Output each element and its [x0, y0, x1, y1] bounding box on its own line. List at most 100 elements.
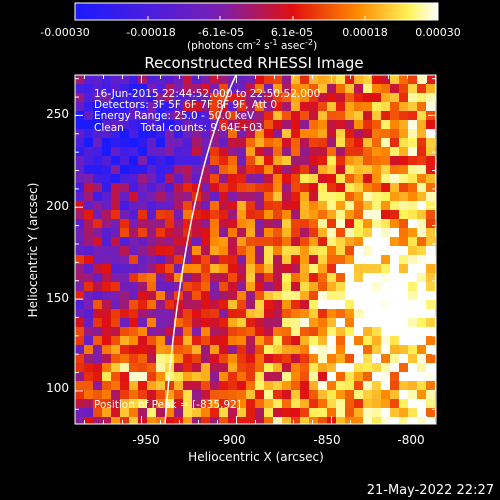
heatmap-cell — [210, 399, 220, 409]
heatmap-cell — [336, 219, 346, 229]
heatmap-cell — [219, 183, 229, 193]
heatmap-cell — [147, 138, 157, 148]
heatmap-cell — [129, 138, 139, 148]
heatmap-cell — [300, 237, 310, 247]
heatmap-cell — [300, 228, 310, 238]
heatmap-cell — [255, 318, 265, 328]
heatmap-cell — [219, 75, 229, 85]
heatmap-cell — [138, 174, 148, 184]
heatmap-cell — [426, 201, 436, 211]
heatmap-cell — [237, 309, 247, 319]
heatmap-cell — [291, 219, 301, 229]
heatmap-cell — [192, 210, 202, 220]
heatmap-cell — [363, 102, 373, 112]
heatmap-cell — [228, 309, 238, 319]
heatmap-cell — [255, 363, 265, 373]
heatmap-cell — [111, 93, 121, 103]
heatmap-cell — [102, 129, 112, 139]
heatmap-cell — [93, 138, 103, 148]
heatmap-cell — [147, 354, 157, 364]
heatmap-cell — [273, 354, 283, 364]
heatmap-cell — [309, 237, 319, 247]
heatmap-cell — [111, 174, 121, 184]
heatmap-cell — [390, 372, 400, 382]
heatmap-cell — [390, 93, 400, 103]
heatmap-cell — [75, 255, 85, 265]
heatmap-cell — [102, 192, 112, 202]
heatmap-cell — [399, 237, 409, 247]
heatmap-cell — [129, 354, 139, 364]
heatmap-cell — [192, 75, 202, 85]
heatmap-cell — [192, 318, 202, 328]
heatmap-cell — [372, 318, 382, 328]
heatmap-cell — [75, 390, 85, 400]
heatmap-cell — [336, 201, 346, 211]
heatmap-cell — [165, 408, 175, 418]
heatmap-cell — [192, 336, 202, 346]
heatmap-cell — [426, 390, 436, 400]
heatmap-cell — [291, 156, 301, 166]
heatmap-cell — [381, 408, 391, 418]
heatmap-cell — [120, 390, 130, 400]
heatmap-cell — [228, 120, 238, 130]
heatmap-cell — [201, 192, 211, 202]
heatmap-cell — [372, 246, 382, 256]
heatmap-cell — [84, 381, 94, 391]
heatmap-cell — [210, 336, 220, 346]
heatmap-cell — [228, 282, 238, 292]
heatmap-cell — [390, 138, 400, 148]
heatmap-cell — [255, 93, 265, 103]
heatmap-cell — [237, 147, 247, 157]
heatmap-cell — [426, 219, 436, 229]
heatmap-cell — [75, 129, 85, 139]
heatmap-cell — [336, 210, 346, 220]
heatmap-cell — [183, 408, 193, 418]
heatmap-cell — [183, 354, 193, 364]
x-tick-label: -800 — [397, 433, 424, 447]
heatmap-cell — [156, 75, 166, 85]
heatmap-cell — [354, 354, 364, 364]
heatmap-cell — [336, 192, 346, 202]
heatmap-cell — [273, 327, 283, 337]
heatmap-cell — [318, 147, 328, 157]
heatmap-cell — [210, 408, 220, 418]
heatmap-cell — [156, 354, 166, 364]
heatmap-cell — [120, 255, 130, 265]
heatmap-cell — [138, 399, 148, 409]
heatmap-cell — [309, 372, 319, 382]
heatmap-cell — [219, 156, 229, 166]
heatmap-cell — [381, 228, 391, 238]
heatmap-cell — [300, 75, 310, 85]
heatmap-cell — [318, 309, 328, 319]
heatmap-cell — [192, 156, 202, 166]
heatmap-cell — [201, 237, 211, 247]
heatmap-cell — [381, 372, 391, 382]
heatmap-cell — [363, 156, 373, 166]
heatmap-cell — [75, 309, 85, 319]
heatmap-cell — [201, 390, 211, 400]
heatmap-cell — [147, 273, 157, 283]
heatmap-cell — [111, 102, 121, 112]
heatmap-cell — [273, 102, 283, 112]
heatmap-cell — [327, 273, 337, 283]
heatmap-cell — [381, 237, 391, 247]
heatmap-cell — [273, 282, 283, 292]
heatmap-cell — [111, 372, 121, 382]
heatmap-cell — [174, 75, 184, 85]
heatmap-cell — [201, 417, 211, 424]
heatmap-cell — [210, 417, 220, 424]
heatmap-cell — [273, 300, 283, 310]
heatmap-cell — [84, 264, 94, 274]
heatmap-cell — [273, 228, 283, 238]
heatmap-cell — [147, 408, 157, 418]
colorbar-tick-label: -0.00030 — [40, 26, 89, 39]
heatmap-cell — [381, 417, 391, 424]
heatmap-cell — [408, 399, 418, 409]
heatmap-cell — [408, 93, 418, 103]
heatmap-cell — [138, 192, 148, 202]
heatmap-cell — [426, 309, 436, 319]
heatmap-cell — [345, 390, 355, 400]
heatmap-cell — [363, 165, 373, 175]
heatmap-cell — [183, 390, 193, 400]
heatmap-cell — [336, 345, 346, 355]
